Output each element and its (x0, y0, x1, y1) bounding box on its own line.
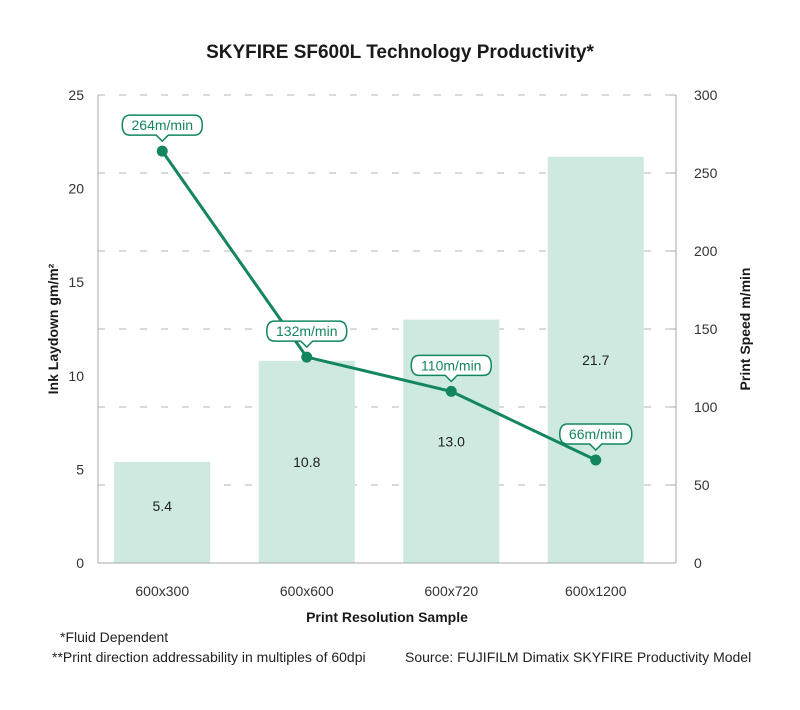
footnote-addressability: **Print direction addressability in mult… (52, 649, 366, 665)
speed-callout (410, 354, 493, 383)
bar (547, 156, 644, 563)
y2-tick-label: 100 (694, 399, 718, 415)
x-axis-title: Print Resolution Sample (306, 609, 468, 625)
y2-tick-label: 250 (694, 165, 718, 181)
y-tick-label: 10 (68, 368, 84, 384)
speed-callout (265, 320, 348, 349)
speed-callout (121, 114, 204, 143)
y-axis-title: Ink Laydown gm/m² (45, 263, 61, 394)
x-tick-label: 600x600 (280, 583, 334, 599)
speed-point (445, 385, 457, 397)
speed-value-label: 132m/min (276, 323, 337, 339)
bar-value-label: 21.7 (582, 352, 609, 368)
speed-value-label: 66m/min (569, 426, 623, 442)
footnote-fluid: *Fluid Dependent (60, 629, 169, 645)
x-tick-label: 600x300 (135, 583, 189, 599)
y-tick-label: 15 (68, 274, 84, 290)
y2-tick-label: 200 (694, 243, 718, 259)
labels: 5.4 10.8 13.0 21.7 264m/min 132m/min 110m/min 6… (121, 114, 633, 514)
bar (258, 360, 355, 563)
speed-line (156, 145, 602, 466)
bar (114, 461, 211, 563)
y2-tick-label: 150 (694, 321, 718, 337)
y2-axis-title: Print Speed m/min (737, 268, 753, 391)
y-tick-label: 0 (76, 555, 84, 571)
y2-tick-label: 0 (694, 555, 702, 571)
footnote-source: Source: FUJIFILM Dimatix SKYFIRE Product… (405, 649, 752, 665)
bar-value-label: 5.4 (153, 498, 173, 514)
speed-point (156, 145, 168, 157)
x-tick-label: 600x720 (424, 583, 478, 599)
y2-tick-label: 50 (694, 477, 710, 493)
speed-value-label: 110m/min (421, 357, 481, 373)
speed-callout (558, 423, 633, 452)
speed-line-path (161, 150, 597, 462)
speed-point (590, 454, 602, 466)
speed-point (301, 351, 313, 363)
x-tick-label: 600x1200 (565, 583, 627, 599)
y-tick-label: 20 (68, 181, 84, 197)
chart-title: SKYFIRE SF600L Technology Productivity* (206, 42, 594, 63)
speed-value-label: 264m/min (132, 117, 193, 133)
y-tick-label: 25 (68, 87, 84, 103)
y-tick-label: 5 (76, 461, 84, 477)
bar-value-label: 10.8 (293, 454, 320, 470)
bar-value-label: 13.0 (438, 433, 465, 449)
y2-tick-label: 300 (694, 87, 718, 103)
bars (114, 156, 644, 563)
